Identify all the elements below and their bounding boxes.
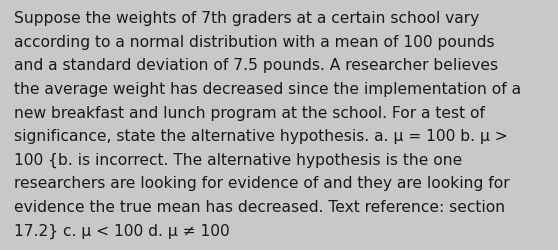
Text: Suppose the weights of 7th graders at a certain school vary: Suppose the weights of 7th graders at a … bbox=[14, 11, 479, 26]
Text: 100 {b. is incorrect. The alternative hypothesis is the one: 100 {b. is incorrect. The alternative hy… bbox=[14, 152, 462, 168]
Text: 17.2} c. μ < 100 d. μ ≠ 100: 17.2} c. μ < 100 d. μ ≠ 100 bbox=[14, 223, 230, 238]
Text: according to a normal distribution with a mean of 100 pounds: according to a normal distribution with … bbox=[14, 35, 494, 50]
Text: significance, state the alternative hypothesis. a. μ = 100 b. μ >: significance, state the alternative hypo… bbox=[14, 129, 508, 144]
Text: and a standard deviation of 7.5 pounds. A researcher believes: and a standard deviation of 7.5 pounds. … bbox=[14, 58, 498, 73]
Text: new breakfast and lunch program at the school. For a test of: new breakfast and lunch program at the s… bbox=[14, 105, 485, 120]
Text: the average weight has decreased since the implementation of a: the average weight has decreased since t… bbox=[14, 82, 521, 97]
Text: researchers are looking for evidence of and they are looking for: researchers are looking for evidence of … bbox=[14, 176, 509, 191]
Text: evidence the true mean has decreased. Text reference: section: evidence the true mean has decreased. Te… bbox=[14, 199, 505, 214]
